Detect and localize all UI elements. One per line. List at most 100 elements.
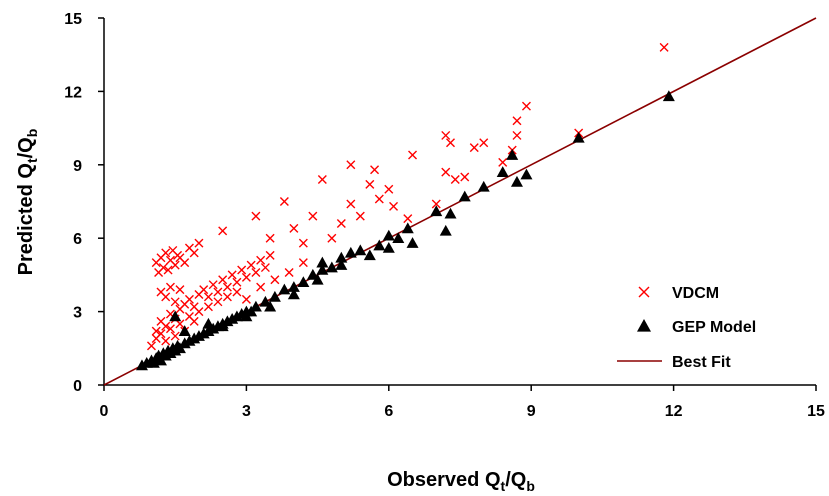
vdcm-point [446,138,456,148]
vdcm-point-stroke-b [227,270,237,280]
gep-point [335,259,348,270]
vdcm-point-stroke-b [346,160,356,170]
vdcm-point-stroke-b [208,280,218,290]
vdcm-point-stroke-b [298,258,308,268]
x-axis-title-sep: /Q [505,469,526,491]
vdcm-point [469,143,479,153]
vdcm-point-stroke-b [218,226,228,236]
vdcm-point [161,336,171,346]
gep-point [444,207,457,219]
vdcm-point [208,280,218,290]
vdcm-point [384,184,394,194]
gep-point [496,166,509,177]
vdcm-point [213,287,223,297]
vdcm-point [237,265,247,275]
legend-vdcm-symbol [638,286,650,298]
vdcm-point-stroke-b [180,258,190,268]
vdcm-point-stroke-b [189,302,199,312]
vdcm-point-stroke-b [156,329,166,339]
vdcm-point-stroke-b [384,184,394,194]
legend-item-best-fit: Best Fit [617,354,731,371]
vdcm-point [161,248,171,258]
vdcm-point-stroke-b [270,275,280,285]
vdcm-point [161,292,171,302]
vdcm-point [158,263,168,273]
vdcm-point [184,294,194,304]
vdcm-point [218,226,228,236]
y-tick-label: 3 [73,305,82,322]
gep-point [178,325,191,336]
vdcm-point-stroke-b [403,214,413,224]
vdcm-point [165,324,175,334]
vdcm-point-stroke-b [175,253,185,263]
vdcm-point [327,233,337,243]
vdcm-point [260,263,270,273]
vdcm-point [189,248,199,258]
gep-point [506,149,519,160]
vdcm-point-stroke-b [370,165,380,175]
vdcm-point-stroke-b [168,245,178,255]
vdcm-point-stroke-b [151,326,161,336]
vdcm-point-stroke-b [251,211,261,221]
vdcm-point [265,233,275,243]
vdcm-point-stroke-b [251,267,261,277]
plot-axes [98,17,817,391]
vdcm-point-stroke-b [469,143,479,153]
y-tick-label: 15 [64,11,82,28]
vdcm-point-stroke-b [284,267,294,277]
vdcm-point-stroke-b [408,150,418,160]
vdcm-point-stroke-b [156,287,166,297]
x-axis-title-main: Observed Q [387,469,500,491]
vdcm-point [194,307,204,317]
vdcm-point-stroke-b [163,265,173,275]
vdcm-point [336,219,346,229]
gep-point [401,222,414,234]
vdcm-point-stroke-b [218,275,228,285]
gep-point [287,281,300,292]
vdcm-point-stroke-b [241,294,251,304]
x-tick-label: 12 [665,403,683,420]
gep-point [311,273,324,285]
y-axis-title: Predicted Qt/Qb [15,129,40,276]
vdcm-point [389,201,399,211]
gep-point [316,264,329,275]
vdcm-point-stroke-b [189,316,199,326]
vdcm-point-stroke-b [246,260,256,270]
vdcm-point-stroke-b [232,287,242,297]
vdcm-point [151,326,161,336]
gep-point [572,131,585,143]
vdcm-point [659,42,669,52]
x-axis-title-sub2: b [526,478,535,494]
gep-point [354,244,367,256]
gep-point [202,317,215,329]
y-tick-label: 12 [64,84,82,101]
vdcm-point-stroke-b [203,302,213,312]
vdcm-point [498,157,508,167]
gep-point [520,168,533,180]
vdcm-point-stroke-b [441,167,451,177]
vdcm-point-stroke-b [327,233,337,243]
vdcm-point [146,341,156,351]
vdcm-point [194,238,204,248]
vdcm-point-stroke-b [460,172,470,182]
vdcm-point [460,172,470,182]
vdcm-point-stroke-b [170,260,180,270]
vdcm-point-stroke-b [237,265,247,275]
gep-series [135,90,675,371]
y-tick-label: 9 [73,158,82,175]
gep-point [458,190,471,202]
vdcm-point-stroke-b [161,321,171,331]
y-axis-title-sub: t [24,158,40,163]
vdcm-series [146,42,669,351]
vdcm-point-stroke-b [170,297,180,307]
vdcm-point [441,167,451,177]
vdcm-point-stroke-b [189,248,199,258]
vdcm-point-stroke-b [161,292,171,302]
gep-point [169,310,182,322]
gep-point [373,239,386,251]
vdcm-point [227,270,237,280]
legend-label-vdcm: VDCM [672,285,719,302]
vdcm-point-stroke-b [336,219,346,229]
vdcm-point-stroke-b [308,211,318,221]
vdcm-point [170,260,180,270]
